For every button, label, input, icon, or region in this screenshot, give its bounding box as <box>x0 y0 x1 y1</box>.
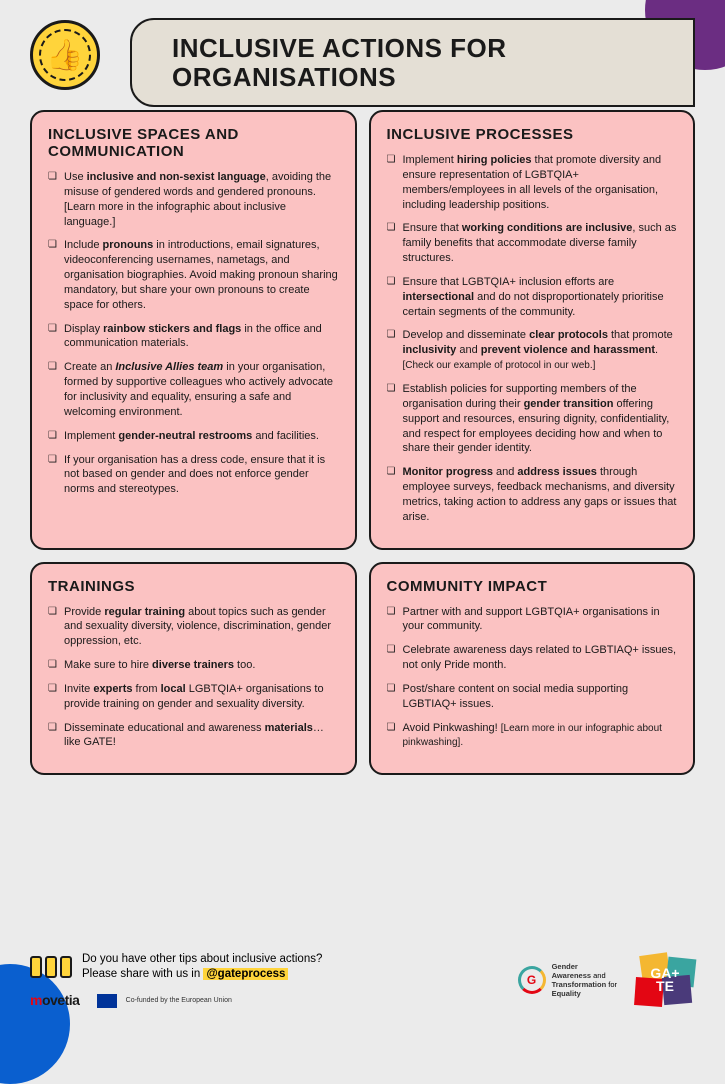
list-item: Celebrate awareness days related to LGBT… <box>387 643 678 673</box>
card-list: Provide regular training about topics su… <box>48 605 339 751</box>
list-item: Disseminate educational and awareness ma… <box>48 721 339 751</box>
card-list: Partner with and support LGBTQIA+ organi… <box>387 605 678 751</box>
gate-logo: GA+TE <box>635 954 695 1006</box>
title-box: INCLUSIVE ACTIONS FOR ORGANISATIONS <box>130 18 695 107</box>
list-item: Make sure to hire diverse trainers too. <box>48 658 339 673</box>
social-handle: @gateprocess <box>203 968 288 980</box>
footer: Do you have other tips about inclusive a… <box>30 952 695 1010</box>
cards-grid: INCLUSIVE SPACES AND COMMUNICATION Use i… <box>30 110 695 775</box>
logos-row: movetia Co-funded by the European Union … <box>30 992 695 1010</box>
list-item: If your organisation has a dress code, e… <box>48 453 339 498</box>
list-item: Partner with and support LGBTQIA+ organi… <box>387 605 678 635</box>
list-item: Ensure that working conditions are inclu… <box>387 221 678 266</box>
list-item: Provide regular training about topics su… <box>48 605 339 650</box>
list-item: Ensure that LGBTQIA+ inclusion efforts a… <box>387 275 678 320</box>
phones-icon <box>30 956 72 978</box>
list-item: Invite experts from local LGBTQIA+ organ… <box>48 682 339 712</box>
thumbs-up-icon: 👍 <box>30 20 100 90</box>
card-list: Use inclusive and non-sexist language, a… <box>48 170 339 497</box>
eu-cofunded-text: Co-funded by the European Union <box>126 997 232 1005</box>
card-list: Implement hiring policies that promote d… <box>387 153 678 525</box>
card-heading: COMMUNITY IMPACT <box>387 578 678 595</box>
list-item: Develop and disseminate clear protocols … <box>387 328 678 373</box>
list-item: Include pronouns in introductions, email… <box>48 238 339 312</box>
list-item: Monitor progress and address issues thro… <box>387 465 678 524</box>
list-item: Create an Inclusive Allies team in your … <box>48 360 339 419</box>
gender-awareness-logo: G GenderAwareness andTransformation forE… <box>518 962 617 998</box>
card-spaces: INCLUSIVE SPACES AND COMMUNICATION Use i… <box>30 110 357 550</box>
card-heading: TRAININGS <box>48 578 339 595</box>
movetia-logo: movetia Co-funded by the European Union <box>30 992 232 1010</box>
card-heading: INCLUSIVE PROCESSES <box>387 126 678 143</box>
share-line-2: Please share with us in @gateprocess <box>82 967 322 982</box>
list-item: Display rainbow stickers and flags in th… <box>48 322 339 352</box>
card-processes: INCLUSIVE PROCESSES Implement hiring pol… <box>369 110 696 550</box>
list-item: Post/share content on social media suppo… <box>387 682 678 712</box>
eu-flag-icon <box>97 994 117 1008</box>
list-item: Establish policies for supporting member… <box>387 382 678 456</box>
card-community: COMMUNITY IMPACT Partner with and suppor… <box>369 562 696 776</box>
share-line-1: Do you have other tips about inclusive a… <box>82 952 322 967</box>
list-item: Avoid Pinkwashing! [Learn more in our in… <box>387 721 678 751</box>
card-heading: INCLUSIVE SPACES AND COMMUNICATION <box>48 126 339 160</box>
card-trainings: TRAININGS Provide regular training about… <box>30 562 357 776</box>
list-item: Implement hiring policies that promote d… <box>387 153 678 212</box>
list-item: Use inclusive and non-sexist language, a… <box>48 170 339 229</box>
share-text: Do you have other tips about inclusive a… <box>82 952 322 982</box>
list-item: Implement gender-neutral restrooms and f… <box>48 429 339 444</box>
page-title: INCLUSIVE ACTIONS FOR ORGANISATIONS <box>172 34 673 91</box>
